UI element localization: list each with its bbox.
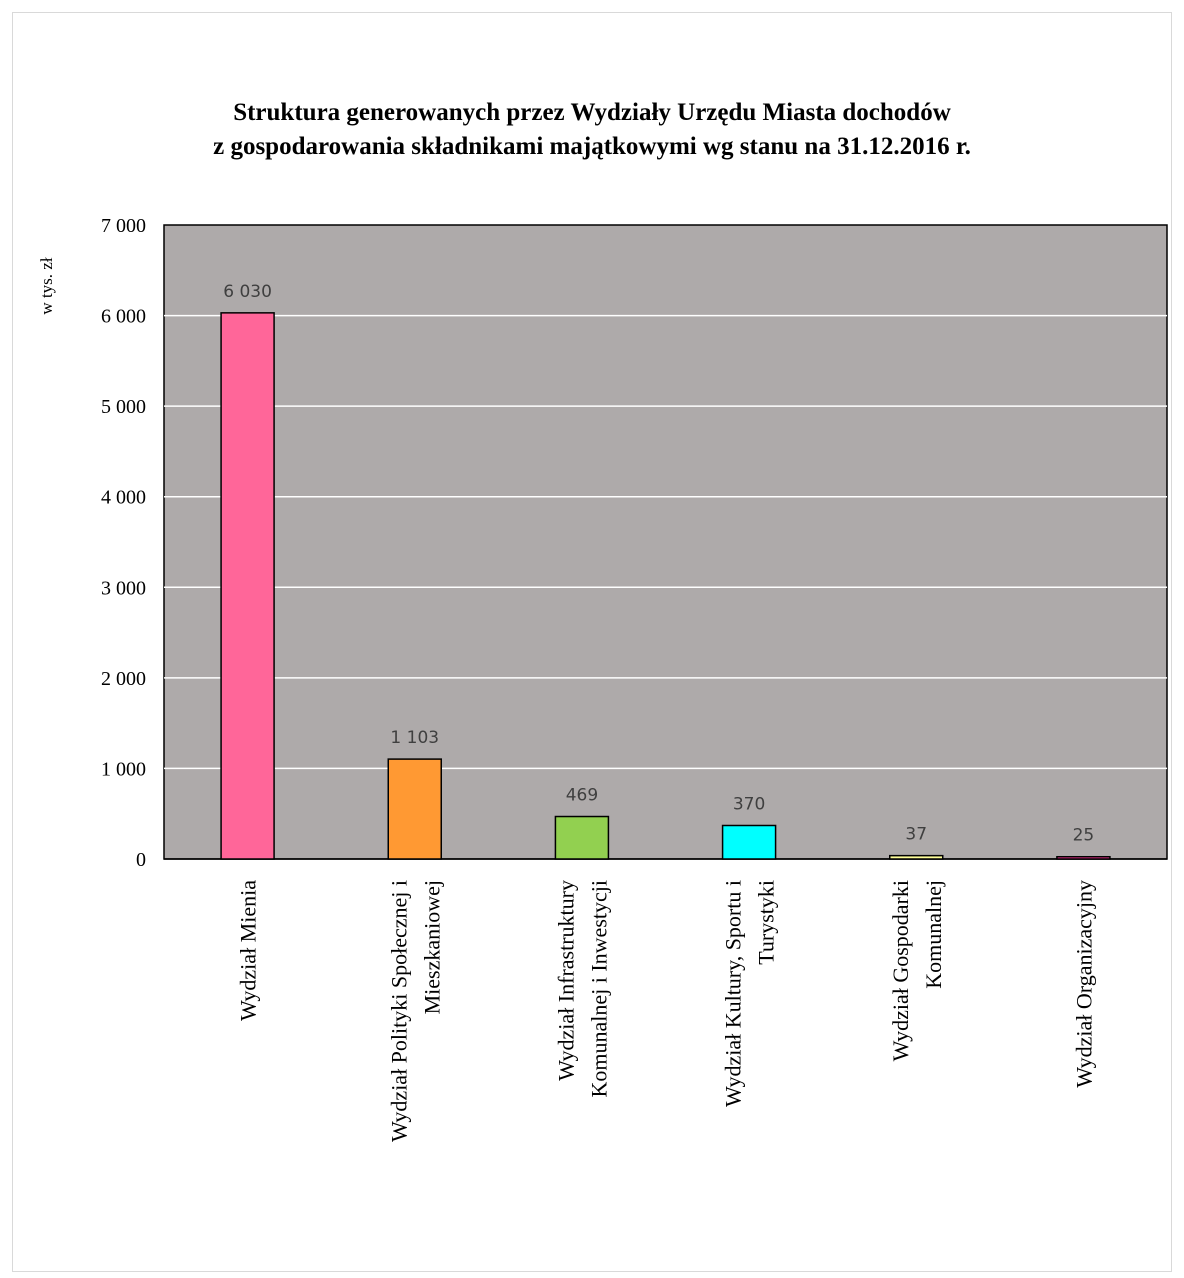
bar [1056, 855, 1111, 860]
category-label: Wydział Kultury, Sportu i [721, 880, 746, 1107]
category-label: Wydział Gospodarki [888, 880, 913, 1061]
bars [220, 312, 1111, 860]
category-label: Wydział Mienia [236, 880, 261, 1021]
category-label: Wydział Organizacyjny [1071, 880, 1096, 1088]
y-tick-label: 4 000 [101, 487, 146, 509]
chart-title-line-2: z gospodarowania składnikami majątkowymi… [213, 133, 971, 160]
chart-title: Struktura generowanych przez Wydziały Ur… [0, 96, 1184, 164]
bar [220, 312, 275, 860]
category-label: Mieszkaniowej [419, 880, 444, 1014]
category-label: Komunalnej [921, 880, 946, 989]
data-label: 370 [733, 794, 765, 814]
category-label: Komunalnej i Inwestycji [586, 880, 611, 1098]
y-tick-label: 0 [136, 849, 146, 871]
y-tick-labels: 0 1 000 2 000 3 000 4 000 5 000 6 000 7 000 [101, 215, 146, 871]
bar [387, 758, 442, 860]
y-tick-label: 1 000 [101, 758, 146, 780]
category-label: Wydział Infrastruktury [553, 880, 578, 1081]
y-tick-label: 7 000 [101, 215, 146, 237]
data-label: 1 103 [390, 728, 439, 748]
data-label: 37 [905, 825, 927, 845]
plot-area [163, 224, 1168, 860]
data-labels: 6 030 1 103 469 370 37 25 [223, 282, 1094, 846]
data-label: 469 [566, 786, 598, 806]
gridlines [164, 314, 1167, 860]
data-label: 25 [1073, 826, 1095, 846]
y-tick-label: 5 000 [101, 396, 146, 418]
y-tick-label: 6 000 [101, 306, 146, 328]
y-tick-label: 2 000 [101, 668, 146, 690]
category-label: Turystyki [754, 880, 779, 965]
y-tick-label: 3 000 [101, 577, 146, 599]
chart-title-line-1: Struktura generowanych przez Wydziały Ur… [233, 99, 951, 126]
bar [721, 824, 777, 860]
bar [889, 854, 944, 860]
data-label: 6 030 [223, 282, 272, 302]
category-labels: Wydział Mienia Wydział Polityki Społeczne… [236, 880, 1097, 1142]
y-axis-label: w tys. zł [37, 257, 56, 314]
bar [554, 815, 610, 860]
category-label: Wydział Polityki Społecznej i [386, 880, 411, 1142]
